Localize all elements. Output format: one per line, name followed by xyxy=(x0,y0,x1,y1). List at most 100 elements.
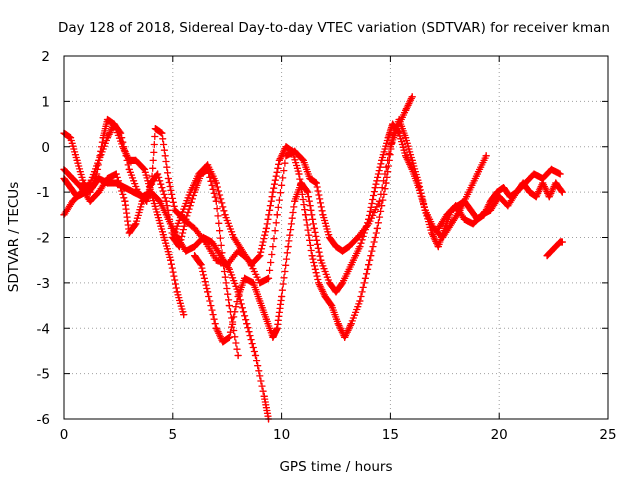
data-point xyxy=(395,115,403,124)
tick-marks xyxy=(63,55,609,420)
data-point xyxy=(543,252,551,260)
data-point xyxy=(299,156,308,165)
data-point xyxy=(234,351,242,360)
data-point xyxy=(190,242,199,251)
data-point xyxy=(262,224,271,233)
x-tick-label: 20 xyxy=(491,427,508,443)
data-point xyxy=(345,242,353,251)
data-point xyxy=(421,206,429,214)
x-axis-label: GPS time / hours xyxy=(279,459,392,475)
data-point xyxy=(147,188,155,196)
data-point xyxy=(95,156,103,165)
data-point xyxy=(201,238,210,246)
data-point xyxy=(312,179,321,187)
data-point xyxy=(373,224,381,233)
data-point xyxy=(401,134,410,142)
data-point xyxy=(180,310,188,319)
data-point xyxy=(221,211,229,219)
data-point xyxy=(164,174,173,183)
data-point xyxy=(140,165,149,174)
data-point xyxy=(526,188,534,196)
data-point xyxy=(275,156,284,165)
data-point xyxy=(310,224,318,233)
data-point xyxy=(132,220,140,228)
data-point xyxy=(469,220,477,228)
data-point xyxy=(356,297,364,305)
data-point xyxy=(103,134,112,142)
data-point xyxy=(282,143,290,151)
data-point xyxy=(332,242,340,251)
data-point xyxy=(493,188,501,196)
data-point xyxy=(301,211,310,219)
y-tick-labels: 2 1 0 -1 -2 -3 -4 -5 -6 xyxy=(37,49,50,428)
data-point xyxy=(465,188,473,196)
data-point xyxy=(558,238,566,246)
data-point xyxy=(408,156,416,165)
data-point xyxy=(478,211,486,219)
data-point xyxy=(182,247,190,255)
y-axis-label: SDTVAR / TECUs xyxy=(6,182,22,292)
y-tick-label: 2 xyxy=(41,49,50,65)
data-point xyxy=(212,324,220,332)
data-point xyxy=(434,242,442,251)
data-point xyxy=(338,247,347,255)
data-point xyxy=(88,183,96,192)
data-point xyxy=(401,152,410,160)
data-point xyxy=(325,279,334,287)
data-point xyxy=(203,288,212,296)
data-point xyxy=(256,252,264,260)
x-tick-label: 5 xyxy=(169,427,178,443)
data-point xyxy=(256,297,264,305)
data-point xyxy=(260,392,268,400)
data-point xyxy=(264,274,273,282)
data-point xyxy=(338,279,347,287)
data-point xyxy=(382,179,390,187)
data-point xyxy=(269,188,277,196)
data-point xyxy=(547,165,556,174)
data-point xyxy=(121,197,129,205)
data-point xyxy=(486,206,495,214)
data-point xyxy=(203,161,212,169)
data-point xyxy=(132,156,140,165)
data-point xyxy=(251,351,260,360)
data-point xyxy=(95,188,103,196)
data-point xyxy=(364,215,373,223)
data-point xyxy=(512,188,521,196)
data-point xyxy=(401,106,410,115)
data-point xyxy=(284,242,292,251)
data-point xyxy=(306,174,314,183)
data-point xyxy=(521,179,529,187)
data-point xyxy=(82,188,90,196)
data-point xyxy=(166,256,175,264)
data-point xyxy=(240,274,249,282)
x-tick-label: 25 xyxy=(599,427,616,443)
data-point xyxy=(225,265,234,273)
data-point xyxy=(69,174,77,183)
data-point xyxy=(95,174,103,183)
data-point xyxy=(230,233,238,242)
data-series-group xyxy=(60,93,566,423)
x-tick-label: 15 xyxy=(382,427,399,443)
data-point xyxy=(110,120,118,128)
data-point xyxy=(197,261,205,269)
data-point xyxy=(452,202,460,210)
data-point xyxy=(73,156,81,165)
data-point xyxy=(482,152,490,160)
data-point xyxy=(347,320,355,328)
data-point xyxy=(116,129,125,137)
data-point xyxy=(262,315,271,323)
data-point xyxy=(288,147,297,155)
data-point xyxy=(467,206,475,214)
data-point xyxy=(447,220,455,228)
data-point xyxy=(408,93,416,101)
data-point xyxy=(539,174,547,183)
data-point xyxy=(273,211,281,219)
data-point xyxy=(225,301,234,310)
y-tick-label: -2 xyxy=(37,231,50,247)
data-point xyxy=(153,170,162,178)
y-tick-label: -1 xyxy=(37,185,50,201)
data-point xyxy=(195,170,203,178)
data-point xyxy=(473,170,482,178)
data-point xyxy=(238,247,247,255)
data-point xyxy=(364,261,373,269)
